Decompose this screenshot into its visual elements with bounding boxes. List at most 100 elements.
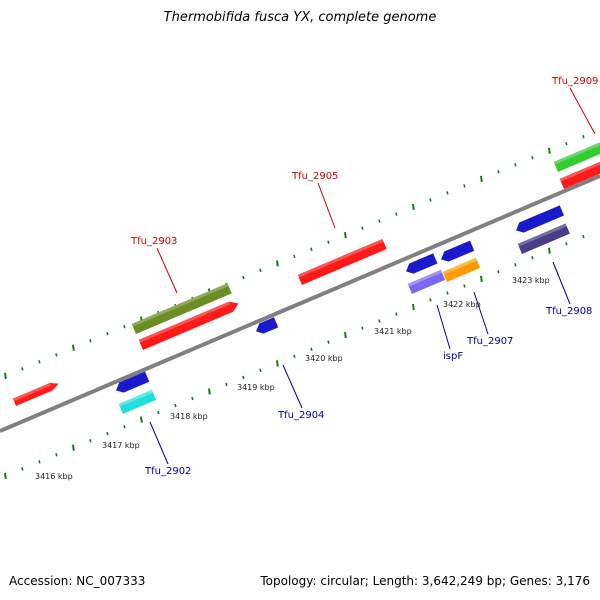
- upper-dot: [55, 353, 58, 357]
- label-ispf[interactable]: ispF: [443, 351, 463, 362]
- tick-label: 3422 kbp: [443, 300, 481, 309]
- gene-tfu-2904[interactable]: [254, 317, 279, 336]
- gene-tfu-2908-navy[interactable]: [517, 223, 570, 254]
- upper-dot: [242, 275, 245, 280]
- leader-line: [552, 261, 571, 305]
- upper-dot: [446, 191, 449, 195]
- upper-dot: [480, 175, 483, 182]
- gene-tfu-2903-olive[interactable]: [131, 283, 232, 334]
- gene-tfu-2908-blue[interactable]: [514, 205, 565, 235]
- tick-label: 3421 kbp: [374, 327, 412, 336]
- label-leaders: [149, 87, 596, 465]
- lower-dot: [259, 368, 262, 373]
- lower-dot: [106, 431, 109, 436]
- leader-line: [156, 247, 178, 294]
- label-tfu-2908[interactable]: Tfu_2908: [545, 306, 592, 317]
- upper-dot: [293, 254, 296, 258]
- lower-dot: [191, 396, 194, 401]
- lower-dot: [497, 270, 500, 274]
- upper-dot: [497, 170, 500, 174]
- lower-dot: [242, 375, 245, 380]
- lower-dot: [531, 256, 534, 260]
- upper-dot: [259, 268, 262, 273]
- gene-tfu-2902-blue[interactable]: [114, 371, 150, 395]
- label-tfu-2902[interactable]: Tfu_2902: [144, 466, 191, 477]
- upper-dot: [582, 134, 585, 139]
- genome-summary-text: Topology: circular; Length: 3,642,249 bp…: [260, 574, 590, 588]
- gene-labels: Tfu_2909 Tfu_2905 Tfu_2903 Tfu_2902 Tfu_…: [130, 76, 598, 477]
- accession-text: Accession: NC_007333: [9, 574, 146, 588]
- lower-dot: [327, 340, 330, 344]
- gene-blue-a[interactable]: [404, 253, 438, 276]
- lower-dot: [582, 234, 585, 239]
- lower-dot: [344, 332, 347, 339]
- upper-dot: [514, 163, 517, 167]
- gene-tfu-2909-green[interactable]: [553, 142, 600, 172]
- gene-red-left[interactable]: [12, 380, 60, 406]
- tick-label: 3418 kbp: [170, 412, 208, 421]
- upper-dot: [89, 339, 92, 343]
- lower-dot: [480, 275, 483, 282]
- upper-dot: [38, 360, 41, 364]
- upper-dot: [378, 219, 381, 223]
- lower-dot: [548, 247, 551, 254]
- upper-dot: [429, 198, 432, 202]
- gene-tfu-2903-red[interactable]: [138, 298, 241, 350]
- upper-dot: [276, 260, 279, 267]
- lower-dot: [38, 460, 41, 464]
- upper-dot: [106, 331, 109, 336]
- upper-dot: [531, 156, 534, 160]
- lower-dot: [21, 467, 24, 471]
- lower-dot: [4, 472, 7, 480]
- upper-dot: [310, 247, 313, 251]
- lower-dot: [89, 439, 92, 443]
- tick-label: 3419 kbp: [237, 383, 275, 392]
- leader-line: [149, 421, 169, 465]
- lower-dot: [157, 410, 160, 415]
- upper-dot: [361, 226, 364, 230]
- label-tfu-2905[interactable]: Tfu_2905: [291, 171, 338, 182]
- lower-dot: [72, 444, 75, 451]
- lower-dot: [463, 284, 466, 288]
- gene-tfu-2907[interactable]: [442, 257, 481, 282]
- upper-dot: [123, 324, 126, 329]
- tick-label: 3420 kbp: [305, 354, 343, 363]
- lower-dot: [514, 263, 517, 267]
- map-title: Thermobifida fusca YX, complete genome: [163, 10, 437, 25]
- lower-dot: [174, 403, 177, 408]
- gene-tfu-2905[interactable]: [297, 238, 387, 285]
- lower-dot: [293, 354, 296, 358]
- upper-dot: [72, 344, 75, 351]
- lower-dot: [565, 241, 568, 246]
- lower-dot: [55, 453, 58, 457]
- leader-line: [317, 182, 336, 229]
- upper-dot: [4, 372, 7, 380]
- gene-tfu-2909-red[interactable]: [559, 161, 600, 189]
- lower-dot: [412, 303, 415, 311]
- tick-label: 3416 kbp: [35, 472, 73, 481]
- lower-dot: [378, 319, 381, 323]
- label-tfu-2909[interactable]: Tfu_2909: [551, 76, 598, 87]
- lower-dot: [395, 312, 398, 316]
- label-tfu-2904[interactable]: Tfu_2904: [277, 410, 324, 421]
- upper-dot: [327, 240, 330, 244]
- tick-labels: 3416 kbp 3417 kbp 3418 kbp 3419 kbp 3420…: [35, 276, 550, 481]
- upper-dot: [548, 147, 551, 154]
- lower-dot: [429, 298, 432, 302]
- lower-dot: [225, 382, 228, 387]
- leader-line: [473, 291, 489, 335]
- lower-dot: [446, 291, 449, 295]
- genome-backbone: [0, 174, 600, 433]
- label-tfu-2903[interactable]: Tfu_2903: [130, 236, 177, 247]
- upper-dot: [565, 141, 568, 146]
- lower-dot: [276, 360, 279, 367]
- gene-ispf[interactable]: [407, 269, 446, 294]
- leader-line: [569, 87, 596, 135]
- gene-blue-b[interactable]: [439, 240, 475, 264]
- gene-tfu-2902-cyan[interactable]: [118, 389, 157, 414]
- lower-dot: [361, 326, 364, 330]
- lower-dot: [208, 388, 211, 395]
- leader-line: [282, 364, 303, 409]
- label-tfu-2907[interactable]: Tfu_2907: [466, 336, 513, 347]
